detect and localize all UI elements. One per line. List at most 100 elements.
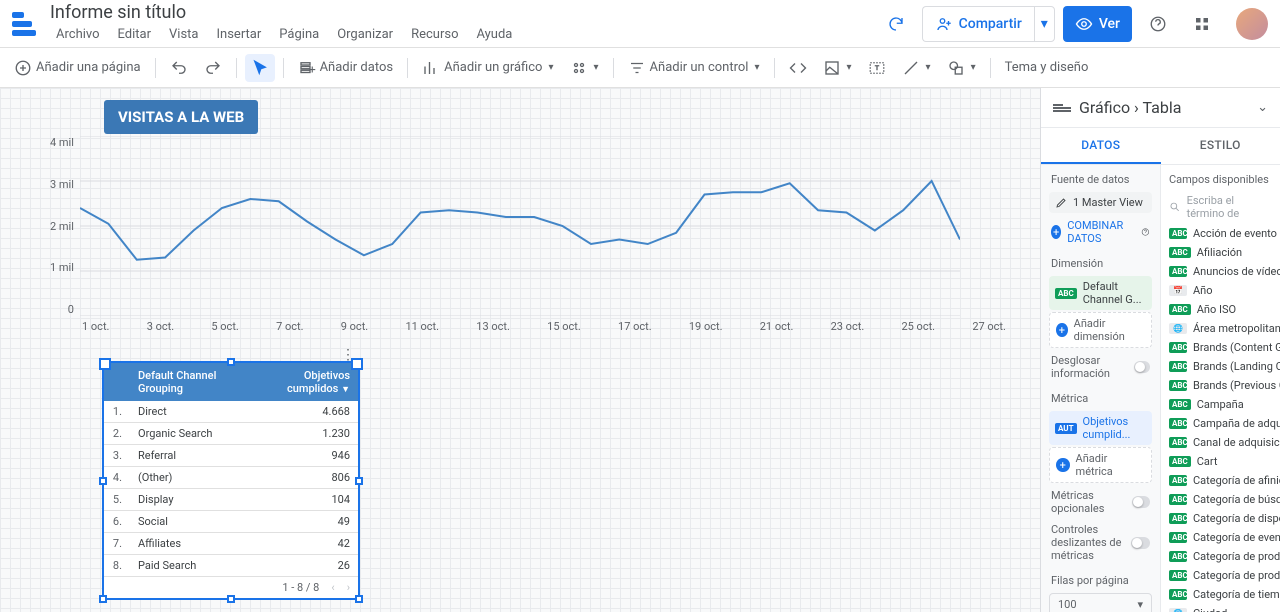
filter-icon [628,59,646,77]
fields-search[interactable]: Escriba el término de [1161,190,1280,224]
help-icon [1149,15,1167,33]
table-row[interactable]: 7.Affiliates42 [104,533,358,555]
share-dropdown[interactable]: ▾ [1034,6,1055,42]
doc-title[interactable]: Informe sin título [48,3,878,23]
table-more-icon[interactable]: ⋮ [341,347,356,363]
menu-ayuda[interactable]: Ayuda [468,25,520,44]
field-item[interactable]: 📅Año [1161,281,1280,300]
table-row[interactable]: 8.Paid Search26 [104,555,358,577]
table-row[interactable]: 4.(Other)806 [104,467,358,489]
field-item[interactable]: ABCCategoría de dispositi... [1161,509,1280,528]
tab-estilo[interactable]: ESTILO [1161,128,1280,164]
metricas-opc-row: Métricas opcionales [1041,485,1160,519]
table-row[interactable]: 2.Organic Search1.230 [104,423,358,445]
field-item[interactable]: ABCCampaña de adquisici... [1161,414,1280,433]
field-item[interactable]: 🌐Área metropolitana [1161,319,1280,338]
menu-organizar[interactable]: Organizar [329,25,401,44]
menu-editar[interactable]: Editar [110,25,160,44]
field-item[interactable]: ABCCategoría de tiempo [1161,585,1280,604]
data-table: Default Channel Grouping Objetivos cumpl… [104,363,358,577]
redo-button[interactable] [198,54,228,82]
user-avatar[interactable] [1236,8,1268,40]
pencil-icon [1055,197,1067,209]
field-item[interactable]: ABCCart [1161,452,1280,471]
canvas[interactable]: VISITAS A LA WEB 4 mil 3 mil 2 mil 1 mil… [0,88,1040,612]
field-item[interactable]: ABCBrands (Landing Cont... [1161,357,1280,376]
table-col2[interactable]: Objetivos cumplidos ▼ [248,363,358,401]
field-item[interactable]: ABCBrands (Content Group) [1161,338,1280,357]
field-item[interactable]: ABCCategoría de product... [1161,566,1280,585]
table-col1[interactable]: Default Channel Grouping [130,363,248,401]
table-row[interactable]: 3.Referral946 [104,445,358,467]
refresh-button[interactable] [878,6,914,42]
panel-breadcrumb: Gráfico › Tabla [1079,98,1249,117]
image-icon [823,59,841,77]
metric-chip[interactable]: AUT Objetivos cumplid... [1049,411,1152,445]
menu-pagina[interactable]: Página [271,25,327,44]
fields-list: ABCAcción de eventoABCAfiliaciónABCAnunc… [1161,224,1280,612]
tab-datos[interactable]: DATOS [1041,128,1161,164]
menu-insertar[interactable]: Insertar [209,25,270,44]
menu-recurso[interactable]: Recurso [403,25,466,44]
add-control-button[interactable]: Añadir un control [622,54,766,82]
embed-button[interactable] [783,54,813,82]
dimension-chip[interactable]: ABC Default Channel G... [1049,276,1152,310]
view-button[interactable]: Ver [1063,6,1132,42]
add-data-button[interactable]: Añadir datos [292,54,400,82]
community-button[interactable] [564,54,605,82]
help-small-icon [1141,226,1150,238]
next-page-button[interactable]: › [347,581,350,594]
text-button[interactable] [862,54,892,82]
table-row[interactable]: 5.Display104 [104,489,358,511]
field-item[interactable]: ABCCanal de adquisición [1161,433,1280,452]
add-metric-button[interactable]: + Añadir métrica [1049,447,1152,483]
menubar: Archivo Editar Vista Insertar Página Org… [48,25,878,44]
field-item[interactable]: ABCAfiliación [1161,243,1280,262]
data-table-container[interactable]: ⋮ Default Channel Grouping Objetivos cum… [102,361,360,600]
menu-vista[interactable]: Vista [161,25,206,44]
table-row[interactable]: 6.Social49 [104,511,358,533]
field-item[interactable]: ABCCategoría de afinidad ... [1161,471,1280,490]
metricas-opc-toggle[interactable] [1132,496,1150,508]
plus-icon: + [1056,458,1070,472]
controles-toggle[interactable] [1131,537,1150,549]
field-item[interactable]: ABCCategoría de producto [1161,547,1280,566]
field-item[interactable]: ABCBrands (Previous Con... [1161,376,1280,395]
add-chart-button[interactable]: Añadir un gráfico [416,54,559,82]
community-icon [570,59,588,77]
theme-button[interactable]: Tema y diseño [999,54,1095,82]
field-item[interactable]: ABCCampaña [1161,395,1280,414]
shape-button[interactable] [941,54,982,82]
field-item[interactable]: ABCAnuncios de vídeo Tru... [1161,262,1280,281]
table-row[interactable]: 1.Direct4.668 [104,401,358,423]
chart-x-axis: 1 oct.3 oct.5 oct.7 oct.9 oct.11 oct.13 … [80,320,1008,333]
section-fuente: Fuente de datos [1041,165,1160,190]
desglosar-toggle[interactable] [1134,361,1150,373]
field-item[interactable]: ABCCategoría de evento [1161,528,1280,547]
chart-y-axis: 4 mil 3 mil 2 mil 1 mil 0 [50,136,74,316]
share-button[interactable]: Compartir [922,6,1034,42]
app-logo [12,12,36,36]
datasource-chip[interactable]: 1 Master View [1049,192,1152,213]
field-item[interactable]: ABCAcción de evento [1161,224,1280,243]
menu-archivo[interactable]: Archivo [48,25,108,44]
combine-data-button[interactable]: + COMBINAR DATOS [1041,215,1160,249]
line-button[interactable] [896,54,937,82]
image-button[interactable] [817,54,858,82]
field-item[interactable]: ABCAño ISO [1161,300,1280,319]
prev-page-button[interactable]: ‹ [331,581,334,594]
field-item[interactable]: 🌐Ciudad [1161,604,1280,612]
apps-button[interactable] [1184,6,1220,42]
add-page-label: Añadir una página [36,60,141,75]
undo-button[interactable] [164,54,194,82]
add-dimension-button[interactable]: + Añadir dimensión [1049,312,1152,348]
collapse-panel-button[interactable]: ⌄ [1257,100,1268,115]
rows-per-page-select[interactable]: 100▾ [1049,593,1152,612]
select-tool[interactable] [245,54,275,82]
add-page-button[interactable]: Añadir una página [8,54,147,82]
help-button[interactable] [1140,6,1176,42]
add-data-label: Añadir datos [320,60,394,75]
field-item[interactable]: ABCCategoría de búsqued... [1161,490,1280,509]
redo-icon [204,59,222,77]
view-label: Ver [1099,16,1120,32]
